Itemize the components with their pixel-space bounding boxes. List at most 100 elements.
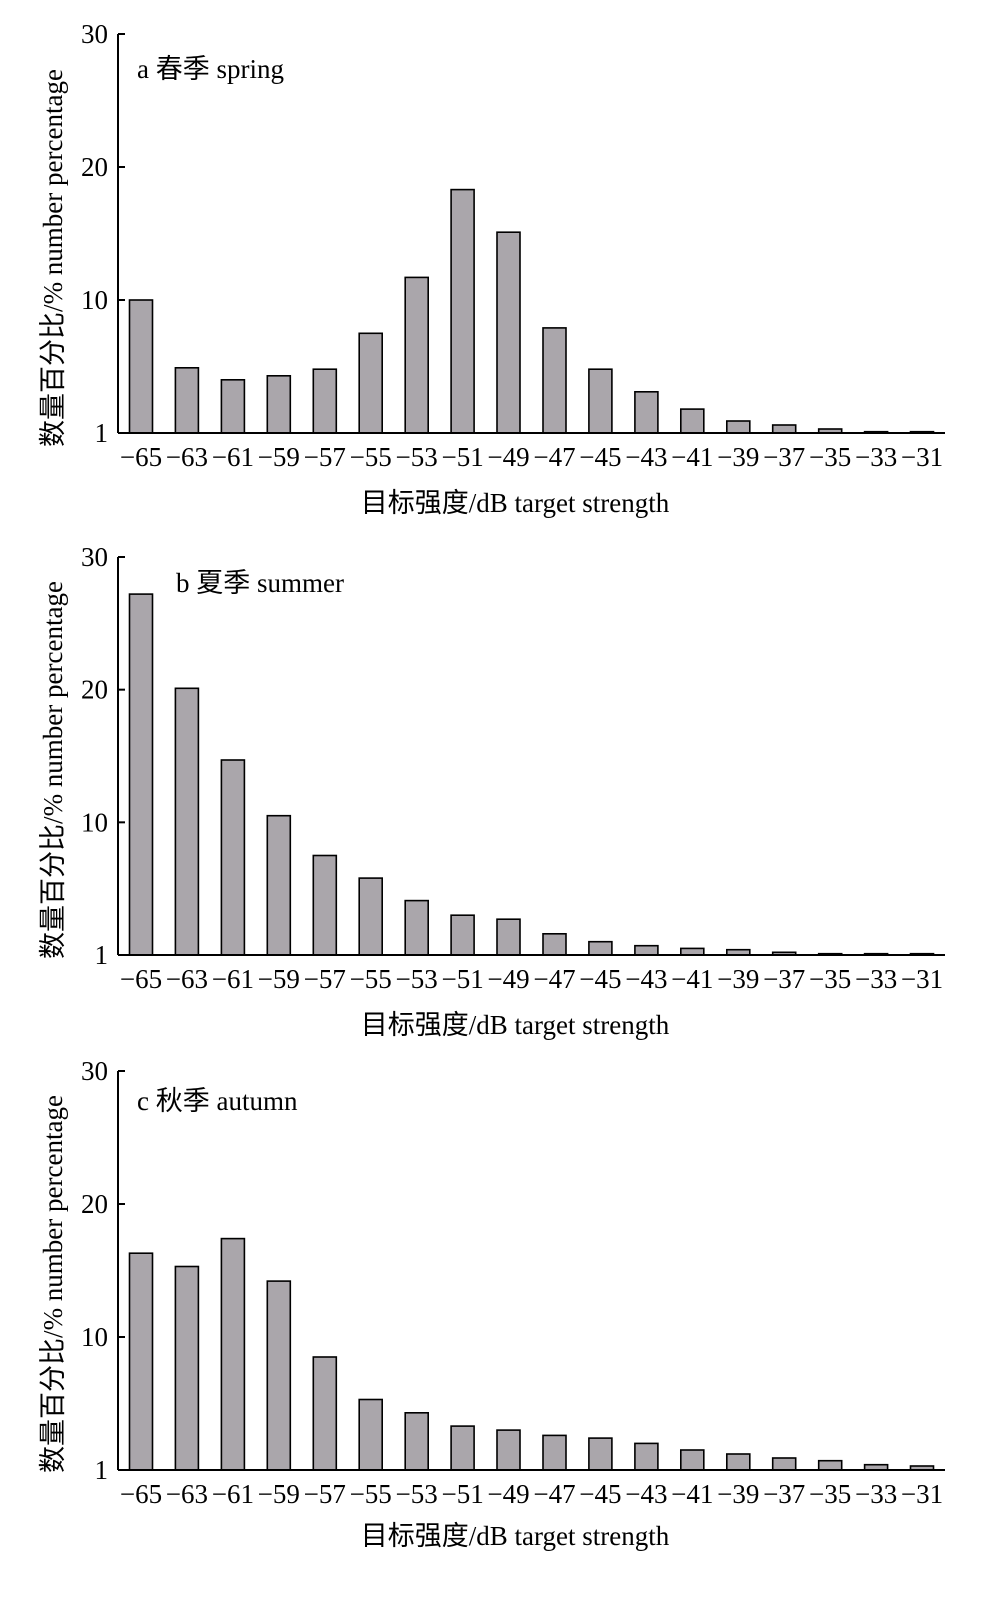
bar-neg41 (679, 1449, 705, 1471)
x-tick-label: −49 (487, 442, 529, 472)
bar-neg57 (312, 1356, 338, 1471)
x-tick-label: −37 (763, 442, 805, 472)
bar-neg57 (312, 854, 338, 956)
bar-neg51 (450, 1425, 475, 1471)
x-tick-label: −59 (258, 1479, 300, 1509)
x-tick-label: −31 (901, 1479, 943, 1509)
bar-neg49 (496, 918, 521, 956)
bar-neg51 (450, 188, 475, 434)
x-tick-label: −31 (901, 442, 943, 472)
x-tick-label: −63 (166, 442, 208, 472)
y-tick-label: 1 (95, 1455, 109, 1485)
y-tick-label: 10 (81, 1322, 108, 1352)
bar-neg45 (588, 368, 613, 434)
x-tick-label: −57 (304, 1479, 346, 1509)
x-tick-label: −47 (533, 442, 575, 472)
tick-labels: 1 10 20 30 −65 −63 −61 −59 −57 −55 −53 −51 −49 −47 −45… (81, 1056, 943, 1509)
x-tick-label: −47 (533, 1479, 575, 1509)
bar-neg59 (266, 374, 292, 434)
y-axis-label: 数量百分比/% number percentage (38, 581, 68, 959)
x-tick-label: −35 (809, 964, 851, 994)
x-axis-label: 目标强度/dB target strength (361, 488, 670, 518)
x-tick-label: −49 (487, 1479, 529, 1509)
x-tick-label: −55 (350, 442, 392, 472)
bar-neg55 (358, 1398, 384, 1471)
bar-neg63 (174, 366, 200, 434)
y-axis-label: 数量百分比/% number percentage (38, 69, 68, 447)
bar-neg41 (679, 408, 705, 434)
bar-neg55 (358, 332, 384, 434)
bar-neg49 (496, 1429, 521, 1471)
x-tick-label: −55 (350, 964, 392, 994)
bar-neg39 (725, 420, 751, 434)
bar-neg65 (128, 1252, 154, 1471)
x-tick-label: −33 (855, 442, 897, 472)
bar-neg53 (404, 276, 430, 434)
bar-neg47 (542, 1434, 567, 1471)
bar-neg39 (725, 1453, 751, 1471)
bar-neg53 (404, 899, 430, 956)
y-tick-label: 10 (81, 807, 108, 837)
x-tick-label: −59 (258, 964, 300, 994)
x-tick-label: −49 (487, 964, 529, 994)
x-tick-label: −33 (855, 1479, 897, 1509)
bar-neg35 (817, 1459, 843, 1471)
y-tick-label: 20 (81, 675, 108, 705)
tick-labels: 1 10 20 30 −65 −63 −61 −59 −57 −55 −53 −51 −49 −47 −45… (81, 19, 943, 472)
x-tick-label: −65 (120, 442, 162, 472)
x-tick-label: −45 (579, 1479, 621, 1509)
x-tick-label: −51 (441, 442, 483, 472)
x-tick-label: −39 (717, 442, 759, 472)
y-axis-label: 数量百分比/% number percentage (38, 1095, 68, 1473)
bar-neg57 (312, 368, 338, 434)
x-tick-label: −53 (395, 1479, 437, 1509)
bar-neg59 (266, 1280, 292, 1471)
bar-neg37 (771, 1457, 797, 1471)
bar-neg43 (634, 1442, 659, 1471)
x-axis-label: 目标强度/dB target strength (361, 1010, 670, 1040)
x-tick-label: −35 (809, 1479, 851, 1509)
panel-label: b 夏季 summer (176, 568, 344, 598)
x-tick-label: −51 (441, 964, 483, 994)
y-tick-label: 20 (81, 1189, 108, 1219)
x-tick-label: −37 (763, 964, 805, 994)
bar-neg45 (588, 940, 613, 956)
axes (117, 1070, 945, 1471)
bar-neg61 (220, 378, 246, 434)
bar-group (128, 188, 935, 434)
bar-neg61 (220, 759, 246, 956)
x-tick-label: −31 (901, 964, 943, 994)
chart-panel-spring: a 春季 spring 数量百分比/% number percentage 目标… (38, 19, 945, 518)
x-tick-label: −61 (212, 442, 254, 472)
x-tick-label: −55 (350, 1479, 392, 1509)
tick-labels: 1 10 20 30 −65 −63 −61 −59 −57 −55 −53 −51 −49 −47 −45… (81, 542, 943, 994)
x-tick-label: −35 (809, 442, 851, 472)
x-tick-label: −63 (166, 964, 208, 994)
panel-label: a 春季 spring (137, 54, 284, 84)
axes (117, 556, 945, 956)
x-tick-label: −57 (304, 442, 346, 472)
bar-neg65 (128, 593, 154, 956)
x-tick-label: −43 (625, 442, 667, 472)
bar-neg63 (174, 687, 200, 956)
y-tick-label: 1 (95, 418, 109, 448)
y-tick-label: 30 (81, 19, 108, 49)
x-tick-label: −65 (120, 1479, 162, 1509)
x-tick-label: −39 (717, 1479, 759, 1509)
x-tick-label: −61 (212, 964, 254, 994)
x-tick-label: −53 (395, 442, 437, 472)
x-tick-label: −53 (395, 964, 437, 994)
x-tick-label: −43 (625, 964, 667, 994)
bar-group (128, 1237, 935, 1471)
bar-neg43 (634, 944, 659, 956)
bar-neg37 (771, 424, 797, 434)
bar-neg55 (358, 877, 384, 956)
y-tick-label: 1 (95, 940, 109, 970)
x-tick-label: −45 (579, 964, 621, 994)
x-tick-label: −41 (671, 1479, 713, 1509)
x-tick-label: −61 (212, 1479, 254, 1509)
x-tick-label: −41 (671, 442, 713, 472)
x-tick-label: −33 (855, 964, 897, 994)
x-tick-label: −51 (441, 1479, 483, 1509)
